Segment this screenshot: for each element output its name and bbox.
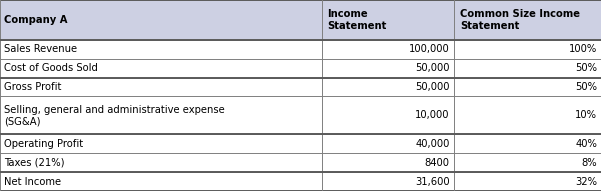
- Text: Net Income: Net Income: [4, 176, 61, 187]
- Text: Gross Profit: Gross Profit: [4, 82, 61, 92]
- Text: 50%: 50%: [575, 63, 597, 73]
- Bar: [322, 78, 454, 96]
- Text: 50,000: 50,000: [415, 82, 450, 92]
- Text: 10,000: 10,000: [415, 110, 450, 120]
- Bar: [454, 0, 601, 40]
- Bar: [322, 96, 454, 134]
- Bar: [454, 134, 601, 153]
- Bar: [454, 59, 601, 78]
- Bar: [322, 153, 454, 172]
- Text: 10%: 10%: [575, 110, 597, 120]
- Bar: [0, 96, 322, 134]
- Text: 8400: 8400: [425, 158, 450, 168]
- Text: 31,600: 31,600: [415, 176, 450, 187]
- Text: Income
Statement: Income Statement: [328, 9, 387, 31]
- Text: 40,000: 40,000: [415, 139, 450, 149]
- Bar: [0, 59, 322, 78]
- Bar: [454, 172, 601, 191]
- Text: Company A: Company A: [4, 15, 67, 25]
- Text: 40%: 40%: [575, 139, 597, 149]
- Bar: [322, 0, 454, 40]
- Bar: [0, 78, 322, 96]
- Text: Taxes (21%): Taxes (21%): [4, 158, 64, 168]
- Bar: [0, 134, 322, 153]
- Text: 50,000: 50,000: [415, 63, 450, 73]
- Text: Sales Revenue: Sales Revenue: [4, 44, 77, 54]
- Bar: [322, 172, 454, 191]
- Bar: [0, 172, 322, 191]
- Text: Cost of Goods Sold: Cost of Goods Sold: [4, 63, 98, 73]
- Text: Common Size Income
Statement: Common Size Income Statement: [460, 9, 580, 31]
- Bar: [0, 40, 322, 59]
- Text: 32%: 32%: [575, 176, 597, 187]
- Bar: [454, 96, 601, 134]
- Bar: [454, 78, 601, 96]
- Text: Operating Profit: Operating Profit: [4, 139, 83, 149]
- Bar: [322, 40, 454, 59]
- Bar: [322, 134, 454, 153]
- Text: 100,000: 100,000: [409, 44, 450, 54]
- Text: 8%: 8%: [581, 158, 597, 168]
- Text: 50%: 50%: [575, 82, 597, 92]
- Text: 100%: 100%: [569, 44, 597, 54]
- Bar: [454, 40, 601, 59]
- Bar: [454, 153, 601, 172]
- Bar: [0, 153, 322, 172]
- Bar: [322, 59, 454, 78]
- Bar: [0, 0, 322, 40]
- Text: Selling, general and administrative expense
(SG&A): Selling, general and administrative expe…: [4, 105, 225, 126]
